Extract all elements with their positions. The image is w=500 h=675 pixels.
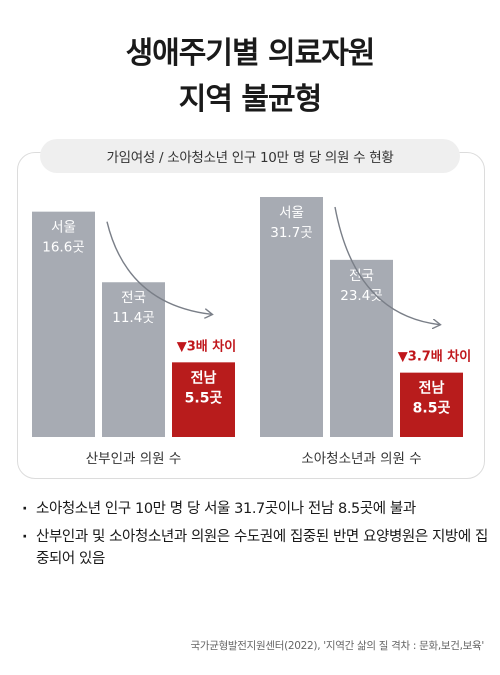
bar-category-label: 전국 (349, 268, 374, 284)
bar-value-label: 11.4곳 (112, 310, 154, 326)
bar-category-label: 전남 (191, 369, 217, 386)
bar-value-label: 5.5곳 (185, 390, 223, 406)
bullet-item: 산부인과 및 소아청소년과 의원은 수도권에 집중된 반면 요양병원은 지방에 … (22, 526, 492, 570)
bar (102, 282, 165, 437)
x-axis-label: 소아청소년과 의원 수 (301, 451, 421, 467)
bar (172, 362, 235, 437)
difference-annotation: ▼3.7배 차이 (398, 349, 471, 365)
page-title-line-2: 지역 불균형 (178, 82, 322, 117)
bar (400, 372, 463, 437)
bullet-item: 소아청소년 인구 10만 명 당 서울 31.7곳이나 전남 8.5곳에 불과 (22, 498, 492, 520)
source-note: 국가균형발전지원센터(2022), '지역간 삶의 질 격차 : 문화,보건,보… (190, 640, 484, 652)
bar-value-label: 31.7곳 (270, 225, 312, 241)
bar-category-label: 서울 (279, 205, 304, 221)
summary-bullets: 소아청소년 인구 10만 명 당 서울 31.7곳이나 전남 8.5곳에 불과 … (22, 498, 492, 576)
bar (260, 197, 323, 437)
bar-category-label: 서울 (51, 220, 76, 236)
bar-category-label: 전국 (121, 290, 146, 306)
trend-arrow (334, 206, 440, 325)
bar-value-label: 8.5곳 (413, 401, 451, 417)
difference-annotation: ▼3배 차이 (177, 338, 236, 354)
bar-category-label: 전남 (419, 380, 445, 397)
chart-title: 가임여성 / 소아청소년 인구 10만 명 당 의원 수 현황 (40, 139, 460, 173)
page-title-line-1: 생애주기별 의료자원 (125, 36, 376, 71)
bar (330, 259, 393, 437)
bar (32, 211, 95, 437)
trend-arrow (106, 221, 212, 315)
bar-value-label: 16.6곳 (42, 240, 84, 256)
x-axis-label: 산부인과 의원 수 (86, 451, 182, 467)
